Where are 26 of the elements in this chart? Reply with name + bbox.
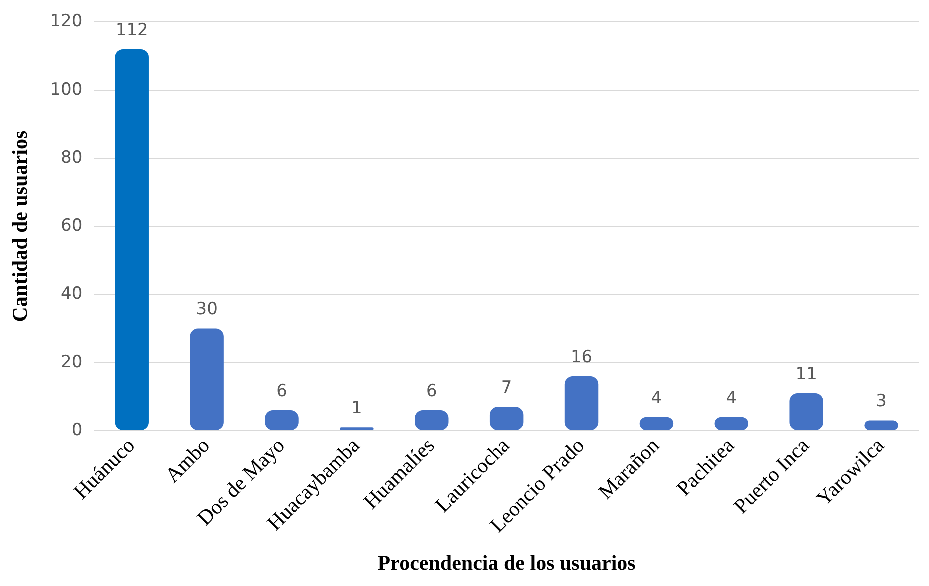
data-label: 4 (726, 388, 738, 408)
y-tick-label: 60 (61, 216, 83, 236)
bar (864, 420, 898, 430)
x-axis-title: Procendencia de los usuarios (378, 550, 636, 575)
y-tick-label: 0 (72, 420, 83, 440)
data-label: 11 (796, 364, 818, 384)
bar (115, 49, 149, 430)
bar (564, 376, 599, 430)
data-label: 30 (196, 300, 218, 320)
data-label: 16 (570, 347, 593, 368)
y-tick-label: 40 (61, 284, 83, 304)
data-label: 7 (501, 378, 512, 398)
data-label: 6 (426, 381, 438, 402)
y-axis-title: Cantidad de usuarios (8, 130, 32, 322)
bar (790, 394, 824, 430)
y-tick-label: 80 (61, 148, 83, 168)
bar (340, 428, 374, 430)
y-tick-label: 20 (61, 352, 83, 372)
data-label: 1 (352, 398, 362, 418)
data-label: 112 (116, 20, 148, 40)
y-tick-label: 120 (50, 12, 83, 32)
bar (190, 328, 224, 430)
data-label: 3 (876, 392, 887, 412)
data-label: 6 (276, 381, 288, 402)
data-label: 4 (651, 388, 662, 408)
y-tick-label: 100 (50, 80, 83, 100)
